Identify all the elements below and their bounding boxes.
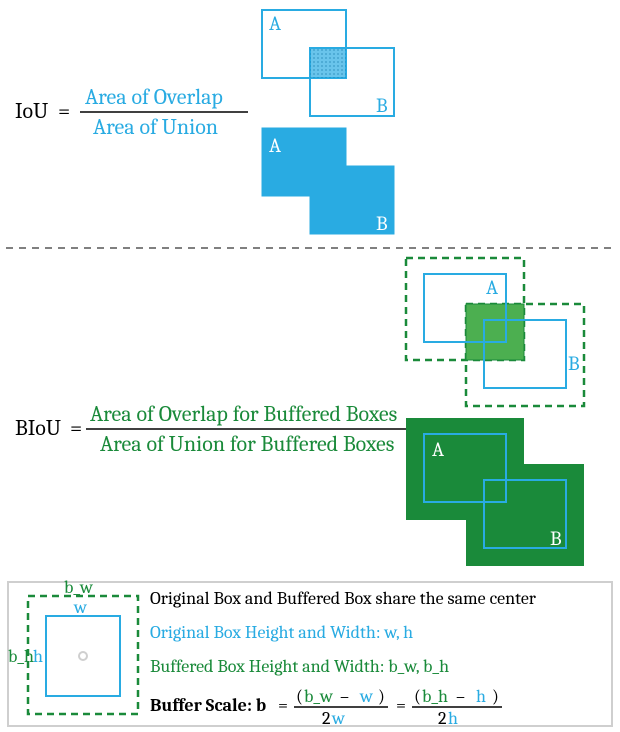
f2-h: h [476, 686, 486, 707]
buffer-scale-formula: Buffer Scale: b = ( b_w – w ) 2 w = ( b_… [150, 686, 502, 729]
legend-line1: Original Box and Buffered Box share the … [150, 588, 537, 609]
rp1: ) [378, 686, 385, 707]
legend-bh: b_h [8, 646, 34, 667]
buf-eq1: = [278, 695, 288, 716]
f2-two: 2 [438, 708, 447, 729]
iou-denA: A [269, 134, 281, 157]
iou-overlap-fig: A B [262, 10, 394, 117]
biou-overlap-fig: A B [406, 258, 584, 406]
legend-box: b_w w b_h h Original Box and Buffered Bo… [8, 577, 612, 729]
biou-union-fig: A B [406, 418, 584, 566]
iou-numA: A [269, 12, 281, 35]
iou-name: IoU [15, 98, 48, 124]
iou-union-fig: A B [262, 128, 394, 235]
biou-denA: A [432, 438, 444, 461]
biou-numerator: Area of Overlap for Buffered Boxes [90, 401, 397, 427]
biou-denB: B [550, 527, 562, 550]
buf-label: Buffer Scale: b [150, 695, 266, 716]
legend-original-box [46, 616, 120, 696]
legend-line2: Original Box Height and Width: w, h [150, 622, 413, 643]
lp1: ( [296, 686, 303, 707]
buf-eq2: = [396, 695, 406, 716]
iou-numerator: Area of Overlap [85, 84, 223, 110]
biou-name: BIoU [15, 415, 61, 441]
f2-bh: b_h [422, 686, 448, 707]
eq-iou: = [58, 98, 70, 124]
f1-w2: w [331, 708, 346, 729]
f2-h2: h [448, 708, 458, 729]
iou-section: IoU = Area of Overlap Area of Union A B … [15, 10, 394, 235]
f1-bw: b_w [304, 686, 334, 707]
legend-bw: b_w [64, 577, 94, 598]
legend-line3: Buffered Box Height and Width: b_w, b_h [150, 656, 449, 677]
biou-section: A B BIoU = Area of Overlap for Buffered … [15, 258, 584, 566]
lp2: ( [414, 686, 421, 707]
f1-w: w [359, 686, 374, 707]
f2-minus: – [456, 686, 465, 707]
iou-denB: B [376, 212, 388, 235]
biou-numB: B [568, 352, 580, 375]
biou-numA: A [486, 276, 498, 299]
rp2: ) [492, 686, 499, 707]
iou-numB: B [376, 94, 388, 117]
iou-denominator: Area of Union [93, 114, 218, 140]
center-dot-icon [79, 652, 87, 660]
f1-minus: – [340, 686, 349, 707]
legend-h: h [33, 646, 43, 667]
biou-denominator: Area of Union for Buffered Boxes [100, 431, 394, 457]
f1-two: 2 [322, 708, 331, 729]
eq-biou: = [70, 415, 82, 441]
legend-w: w [73, 597, 88, 618]
